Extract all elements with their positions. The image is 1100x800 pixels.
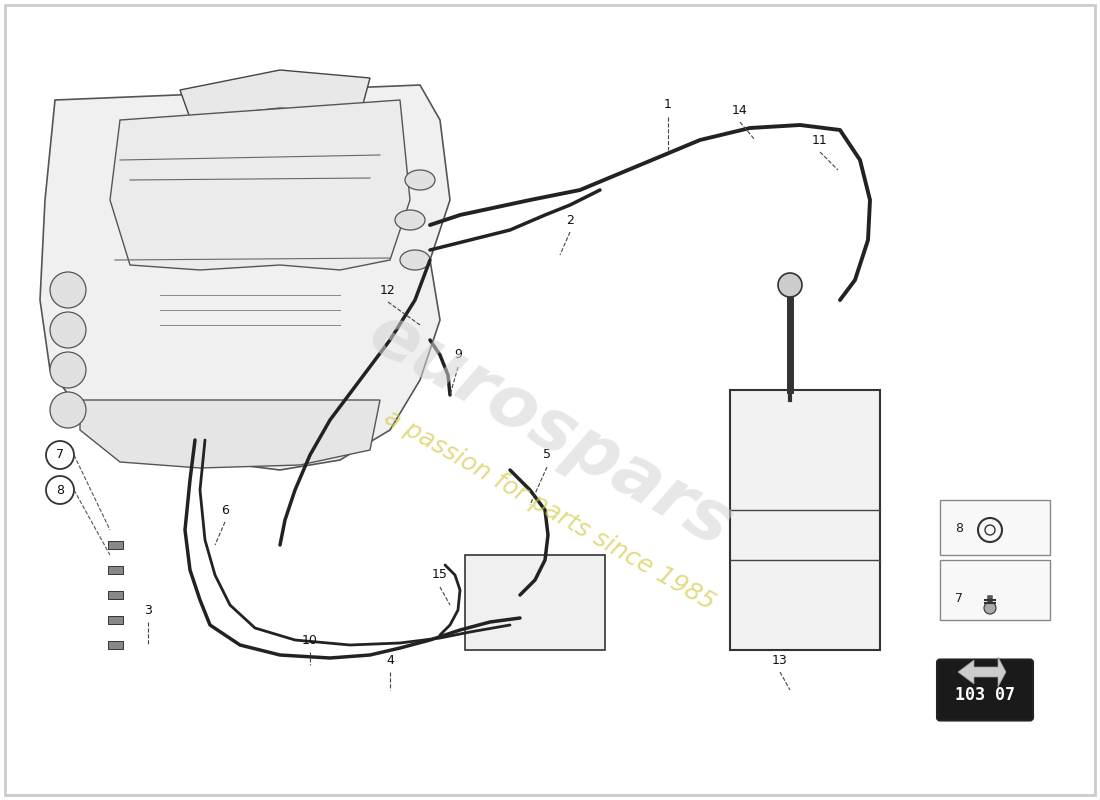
- Bar: [108, 541, 123, 549]
- Text: 3: 3: [144, 603, 152, 617]
- Polygon shape: [40, 85, 450, 470]
- Text: 103 07: 103 07: [955, 686, 1015, 704]
- FancyBboxPatch shape: [730, 390, 880, 650]
- FancyBboxPatch shape: [940, 560, 1050, 620]
- Polygon shape: [180, 70, 370, 118]
- Circle shape: [50, 312, 86, 348]
- Text: eurospars: eurospars: [356, 298, 744, 562]
- Text: 12: 12: [381, 283, 396, 297]
- Text: 5: 5: [543, 449, 551, 462]
- Polygon shape: [958, 657, 1007, 687]
- Text: a passion for parts since 1985: a passion for parts since 1985: [381, 405, 719, 615]
- Bar: [108, 591, 123, 599]
- Polygon shape: [110, 100, 410, 270]
- Circle shape: [50, 352, 86, 388]
- Bar: [108, 616, 123, 624]
- Ellipse shape: [395, 210, 425, 230]
- Circle shape: [50, 272, 86, 308]
- Text: 6: 6: [221, 503, 229, 517]
- Text: 8: 8: [56, 483, 64, 497]
- Bar: [108, 566, 123, 574]
- Circle shape: [984, 602, 996, 614]
- Circle shape: [778, 273, 802, 297]
- Text: 9: 9: [454, 349, 462, 362]
- Polygon shape: [80, 400, 380, 468]
- Text: 8: 8: [955, 522, 962, 534]
- Text: 14: 14: [733, 103, 748, 117]
- Text: 7: 7: [955, 591, 962, 605]
- Text: 11: 11: [812, 134, 828, 146]
- Bar: [108, 641, 123, 649]
- FancyBboxPatch shape: [937, 659, 1033, 721]
- Circle shape: [46, 476, 74, 504]
- Text: 10: 10: [302, 634, 318, 646]
- Circle shape: [46, 441, 74, 469]
- Text: 7: 7: [56, 449, 64, 462]
- Text: 2: 2: [566, 214, 574, 226]
- Text: 1: 1: [664, 98, 672, 111]
- Ellipse shape: [405, 170, 435, 190]
- FancyBboxPatch shape: [465, 555, 605, 650]
- FancyBboxPatch shape: [940, 500, 1050, 555]
- Circle shape: [50, 392, 86, 428]
- Text: 4: 4: [386, 654, 394, 666]
- Text: 15: 15: [432, 569, 448, 582]
- Ellipse shape: [400, 250, 430, 270]
- Text: 13: 13: [772, 654, 788, 666]
